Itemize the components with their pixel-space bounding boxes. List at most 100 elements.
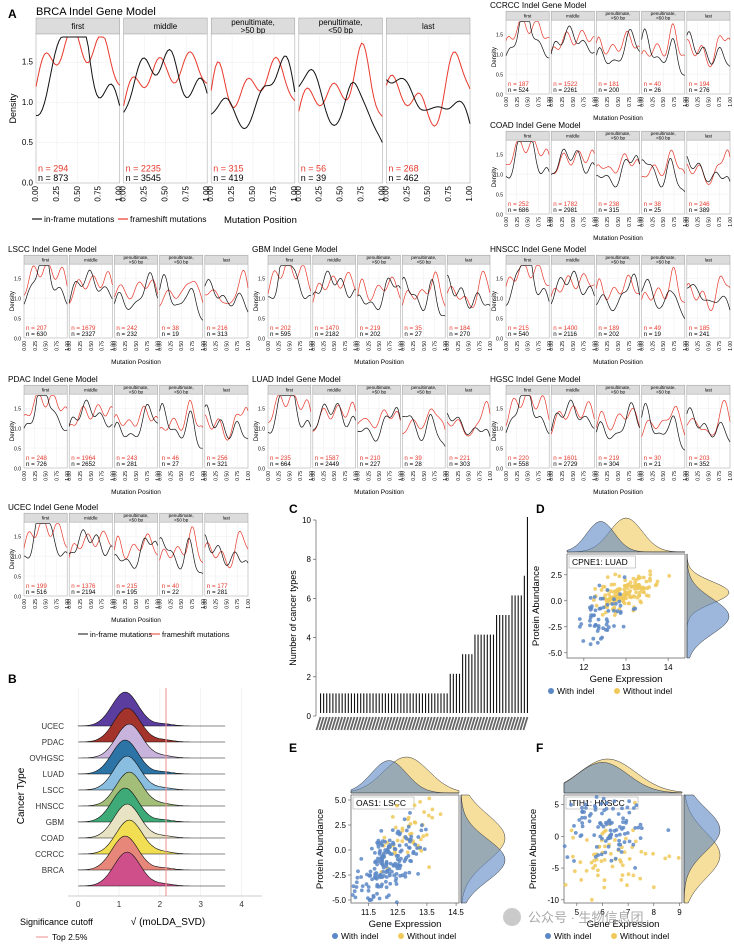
facet-label: middle bbox=[84, 515, 98, 520]
inframe-density-line bbox=[550, 25, 595, 55]
inframe-density-line bbox=[596, 154, 640, 188]
point-without-indel bbox=[599, 588, 604, 592]
position-tick: 0.75 bbox=[94, 185, 103, 201]
frameshift-density-line bbox=[298, 42, 383, 117]
facet-label: <50 bp bbox=[656, 136, 671, 141]
facet-label: first bbox=[42, 257, 50, 262]
point-with-indel bbox=[580, 824, 585, 829]
panel-d-scatter: CPNE1: LUAD 12 13 14 2.5 0.0 -2.5 -5.0 Gene Expr… bbox=[531, 517, 730, 696]
density-axis-label: Density bbox=[492, 47, 498, 67]
point-with-indel bbox=[393, 847, 398, 852]
point-with-indel bbox=[407, 837, 412, 842]
inframe-count: n = 2652 bbox=[71, 461, 96, 468]
point-without-indel bbox=[628, 595, 632, 599]
point-with-indel bbox=[597, 583, 602, 588]
frameshift-count: n = 315 bbox=[213, 163, 243, 173]
inframe-density-line bbox=[114, 537, 158, 569]
gene-tick-label bbox=[395, 716, 402, 731]
position-tick: 0.00 bbox=[22, 471, 28, 481]
density-tick: 0.5 bbox=[14, 447, 21, 453]
panel-letter-b: B bbox=[8, 672, 17, 686]
point-with-indel bbox=[373, 872, 377, 876]
point-without-indel bbox=[634, 590, 638, 595]
frameshift-count: n = 38 bbox=[162, 325, 180, 332]
gene-tick-label bbox=[473, 716, 479, 731]
inframe-density-line bbox=[114, 403, 158, 438]
inframe-density-line bbox=[550, 399, 595, 432]
x-axis-label: Gene Expression bbox=[590, 674, 663, 685]
position-tick: 1.00 bbox=[377, 185, 386, 201]
legend-without-indel-swatch bbox=[614, 688, 620, 694]
frameshift-count: n = 215 bbox=[508, 325, 529, 332]
frameshift-density-line bbox=[159, 526, 204, 564]
point-with-indel bbox=[394, 882, 399, 886]
point-with-indel bbox=[604, 622, 609, 627]
position-tick: 0.75 bbox=[717, 217, 723, 227]
ridge-label-coad: COAD bbox=[41, 834, 64, 843]
position-tick: 0.25 bbox=[277, 471, 283, 481]
model-title: HNSCC Indel Gene Model bbox=[490, 245, 586, 254]
indel-gene-model-gbm: GBM Indel Gene ModelDensity0.00.51.01.5f… bbox=[252, 245, 494, 351]
frameshift-count: n = 1376 bbox=[71, 583, 96, 590]
point-without-indel bbox=[651, 851, 655, 856]
density-tick: 1.0 bbox=[258, 427, 265, 433]
point-without-indel bbox=[654, 582, 659, 587]
frameshift-count: n = 1470 bbox=[315, 325, 340, 332]
position-tick: 0.75 bbox=[536, 97, 542, 107]
position-tick: 1.00 bbox=[547, 341, 553, 351]
facet-3: penultimate,<50 bp n = 40n = 26 0.00 0.25 0.… bbox=[640, 10, 689, 107]
inframe-density-line bbox=[505, 21, 550, 59]
position-tick: 1.00 bbox=[683, 341, 689, 351]
density-tick: 0.0 bbox=[496, 93, 503, 99]
inframe-count: n = 2194 bbox=[71, 589, 96, 596]
point-with-indel bbox=[632, 806, 636, 810]
point-with-indel bbox=[406, 824, 411, 829]
frameshift-count: n = 40 bbox=[644, 81, 662, 88]
point-with-indel bbox=[589, 812, 593, 816]
position-tick: 0.00 bbox=[158, 599, 164, 609]
ridge-coad bbox=[78, 803, 226, 839]
gene-tick-label bbox=[321, 716, 328, 731]
frameshift-density-line bbox=[641, 149, 686, 178]
position-tick: 0.00 bbox=[640, 341, 646, 351]
position-tick: 0.25 bbox=[560, 341, 566, 351]
point-without-indel bbox=[430, 807, 435, 812]
legend-frameshift-label: frameshift mutations bbox=[162, 630, 230, 639]
position-tick: 0.75 bbox=[477, 341, 483, 351]
inframe-count: n = 2981 bbox=[553, 207, 578, 214]
mutation-position-label: Mutation Position bbox=[593, 115, 643, 122]
position-tick: 0.00 bbox=[640, 97, 646, 107]
point-with-indel bbox=[406, 854, 411, 858]
point-with-indel bbox=[619, 850, 624, 854]
frameshift-count: n = 252 bbox=[508, 201, 529, 208]
point-with-indel bbox=[621, 624, 626, 629]
position-tick: 0.50 bbox=[661, 97, 667, 107]
position-tick: 0.25 bbox=[33, 599, 39, 609]
model-title: PDAC Indel Gene Model bbox=[8, 375, 98, 384]
position-tick: 0.00 bbox=[206, 185, 215, 201]
point-with-indel bbox=[572, 859, 576, 863]
position-tick: 0.75 bbox=[433, 471, 439, 481]
facet-label: <50 bp bbox=[417, 390, 432, 395]
inframe-count: n = 352 bbox=[689, 461, 710, 468]
inframe-density-line bbox=[312, 402, 356, 431]
facet-3: penultimate,<50 bp n = 49n = 19 0.00 0.25 0.… bbox=[640, 254, 689, 351]
facet-label: penultimate, bbox=[169, 255, 194, 260]
point-with-indel bbox=[379, 829, 384, 833]
position-tick: 1.00 bbox=[201, 471, 207, 481]
position-tick: 0.00 bbox=[112, 471, 118, 481]
position-tick: 0.00 bbox=[119, 185, 128, 201]
gene-tick-label bbox=[436, 716, 442, 731]
point-without-indel bbox=[642, 586, 647, 591]
gene-tick-label bbox=[457, 716, 464, 731]
point-with-indel bbox=[352, 889, 357, 894]
position-tick: 0.75 bbox=[100, 341, 106, 351]
point-without-indel bbox=[427, 796, 432, 801]
point-without-indel bbox=[646, 594, 651, 598]
point-with-indel bbox=[382, 874, 386, 878]
y-tick-label: 6 bbox=[307, 594, 312, 603]
inframe-density-line bbox=[159, 403, 203, 449]
position-tick: 0.75 bbox=[235, 599, 241, 609]
point-with-indel bbox=[589, 606, 594, 611]
